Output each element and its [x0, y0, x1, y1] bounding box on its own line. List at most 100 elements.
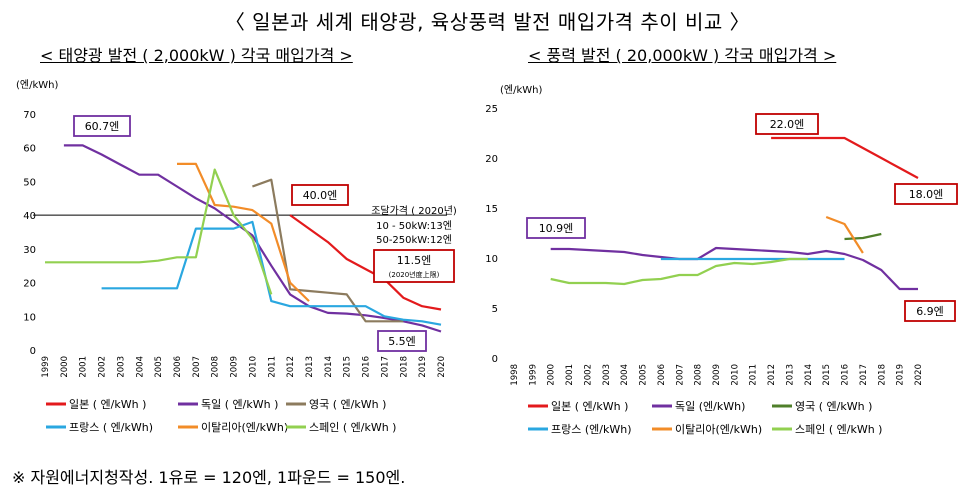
y-tick-label: 10	[23, 312, 36, 323]
x-tick-label: 2001	[79, 356, 89, 378]
y-tick-label: 50	[23, 177, 36, 188]
x-tick-label: 2005	[639, 364, 649, 386]
x-tick-label: 2001	[565, 364, 575, 386]
x-tick-label: 2009	[230, 356, 240, 378]
y-tick-label: 0	[492, 354, 498, 365]
x-tick-label: 2002	[583, 364, 593, 386]
y-tick-label: 70	[23, 110, 36, 121]
annotation-box	[373, 249, 455, 283]
legend-label: 영국 ( 엔/kWh )	[795, 400, 872, 413]
legend-label: 일본 ( 엔/kWh )	[69, 397, 146, 411]
y-tick-label: 25	[485, 104, 498, 115]
x-tick-label: 2017	[380, 356, 390, 378]
legend-label: 일본 ( 엔/kWh )	[551, 399, 628, 413]
annotation-box	[755, 113, 819, 135]
series-line-5	[550, 257, 808, 286]
annotation-text: 60.7엔	[85, 120, 120, 133]
x-tick-label: 2014	[324, 356, 334, 378]
x-tick-label: 2006	[657, 364, 667, 386]
x-tick-label: 2006	[173, 356, 183, 378]
legend-label: 프랑스 (엔/kWh)	[551, 423, 631, 436]
x-tick-label: 2010	[730, 364, 740, 386]
x-tick-label: 2005	[154, 356, 164, 378]
x-tick-label: 2020	[914, 364, 924, 386]
annotation-text: (2020년度上限)	[389, 270, 440, 279]
y-tick-label: 15	[485, 204, 498, 215]
legend-label: 독일 ( 엔/kWh )	[201, 397, 278, 411]
series-line-2	[844, 232, 882, 241]
x-tick-label: 2000	[60, 356, 70, 378]
annotation-text: 22.0엔	[770, 118, 805, 131]
x-tick-label: 2018	[399, 356, 409, 378]
x-tick-label: 2009	[712, 364, 722, 386]
y-tick-label: 40	[23, 211, 36, 222]
annotation-text: 조달가격 ( 2020년)	[371, 204, 457, 217]
x-tick-label: 2000	[547, 364, 557, 386]
series-line-0	[289, 214, 442, 311]
y-tick-label: 0	[30, 346, 36, 357]
x-tick-label: 2016	[841, 364, 851, 386]
y-tick-label: 10	[485, 254, 498, 265]
x-tick-label: 2012	[286, 356, 296, 378]
x-tick-label: 2013	[785, 364, 795, 386]
series-line-1	[550, 246, 918, 291]
x-tick-label: 1999	[528, 364, 538, 386]
x-tick-label: 2008	[211, 356, 221, 378]
series-line-4	[825, 215, 864, 254]
legend-label: 이탈리아(엔/kWh)	[201, 421, 288, 434]
y-axis-label: (엔/kWh)	[16, 79, 58, 91]
series-line-2	[252, 178, 404, 323]
annotation-text: 40.0엔	[303, 189, 338, 202]
annotation-box	[377, 330, 427, 352]
main-title: 〈 일본과 세계 태양광, 육상풍력 발전 매입가격 추이 비교 〉	[224, 10, 751, 34]
x-tick-label: 2011	[267, 356, 277, 378]
annotation-text: 10.9엔	[539, 222, 574, 235]
x-tick-label: 2004	[620, 364, 630, 386]
x-tick-label: 2016	[362, 356, 372, 378]
legend-label: 스페인 ( 엔/kWh )	[309, 421, 396, 434]
wind-chart-title: < 풍력 발전 ( 20,000kW ) 각국 매입가격 >	[528, 46, 837, 65]
x-tick-label: 2017	[859, 364, 869, 386]
x-tick-label: 2003	[116, 356, 126, 378]
annotation-box	[526, 217, 586, 239]
annotation-text: 10 - 50kW:13엔	[376, 220, 452, 232]
x-tick-label: 2007	[192, 356, 202, 378]
series-line-3	[101, 220, 442, 326]
series-line-0	[771, 136, 919, 179]
legend-label: 이탈리아(엔/kWh)	[675, 423, 762, 436]
x-tick-label: 2015	[822, 364, 832, 386]
annotation-box	[904, 300, 956, 322]
x-tick-label: 2019	[896, 364, 906, 386]
x-tick-label: 2019	[418, 356, 428, 378]
annotation-box	[894, 183, 958, 205]
x-tick-label: 2010	[248, 356, 258, 378]
annotation-text: 6.9엔	[916, 305, 944, 318]
series-line-4	[177, 162, 310, 302]
annotation-box	[291, 184, 349, 206]
x-tick-label: 2004	[135, 356, 145, 378]
x-tick-label: 1999	[41, 356, 51, 378]
annotation-text: 11.5엔	[397, 254, 432, 267]
annotation-text: 50-250kW:12엔	[376, 234, 452, 246]
x-tick-label: 2011	[749, 364, 759, 386]
y-axis-label: (엔/kWh)	[500, 84, 542, 96]
x-tick-label: 2013	[305, 356, 315, 378]
solar-chart-title: < 태양광 발전 ( 2,000kW ) 각국 매입가격 >	[40, 46, 353, 65]
legend-label: 영국 ( 엔/kWh )	[309, 398, 386, 411]
y-tick-label: 20	[485, 154, 498, 165]
y-tick-label: 20	[23, 279, 36, 290]
x-tick-label: 2003	[602, 364, 612, 386]
x-tick-label: 2008	[694, 364, 704, 386]
legend-label: 스페인 ( 엔/kWh )	[795, 423, 882, 436]
x-tick-label: 2018	[877, 364, 887, 386]
annotation-box	[73, 115, 131, 137]
x-tick-label: 2007	[675, 364, 685, 386]
y-tick-label: 30	[23, 245, 36, 256]
x-tick-label: 2020	[437, 356, 447, 378]
x-tick-label: 2014	[804, 364, 814, 386]
annotation-text: 18.0엔	[909, 188, 944, 201]
legend-label: 독일 (엔/kWh)	[675, 399, 745, 413]
x-tick-label: 2012	[767, 364, 777, 386]
